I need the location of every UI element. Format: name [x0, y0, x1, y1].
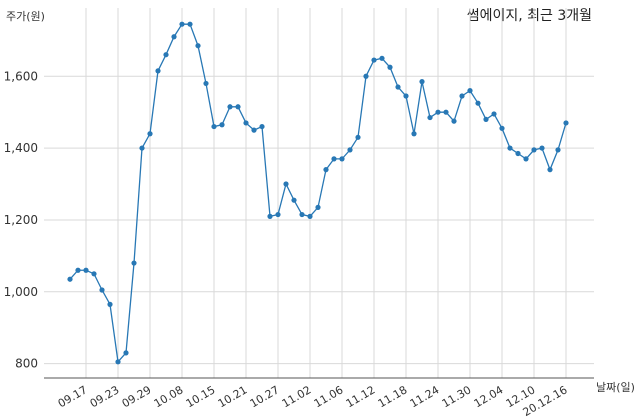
- data-point: [155, 68, 161, 74]
- data-point: [563, 120, 569, 126]
- data-point: [427, 114, 433, 121]
- x-tick-label: 11.18: [376, 383, 410, 410]
- data-point: [523, 156, 529, 162]
- x-tick-label: 10.15: [184, 383, 218, 410]
- x-tick-label: 10.08: [152, 383, 186, 410]
- data-point: [331, 156, 337, 162]
- data-point: [547, 167, 553, 173]
- x-tick-labels: 09.1709.2309.2910.0810.1510.2110.2711.02…: [56, 383, 570, 419]
- data-point: [355, 134, 361, 140]
- data-point: [403, 93, 409, 99]
- data-point: [235, 104, 241, 110]
- data-point: [459, 93, 465, 99]
- data-point: [451, 118, 457, 124]
- data-point: [163, 52, 169, 58]
- series-line: [69, 23, 567, 364]
- data-point: [243, 120, 249, 126]
- data-point: [219, 122, 225, 128]
- data-point: [107, 301, 113, 307]
- data-point: [339, 156, 345, 162]
- data-point: [123, 350, 129, 356]
- y-tick-label: 1,400: [4, 141, 38, 155]
- y-tick-label: 1,000: [4, 285, 38, 299]
- grid: [44, 8, 594, 378]
- data-point: [419, 79, 425, 85]
- data-point: [315, 204, 321, 210]
- data-point: [283, 181, 289, 187]
- x-tick-label: 09.29: [120, 383, 154, 410]
- data-point: [267, 213, 273, 219]
- data-point: [259, 123, 265, 130]
- data-point: [435, 109, 441, 115]
- x-tick-label: 11.12: [344, 383, 378, 410]
- x-axis-label: 날짜(일): [596, 380, 635, 394]
- data-point: [99, 287, 105, 293]
- data-point: [371, 57, 377, 63]
- y-tick-label: 800: [15, 357, 38, 371]
- data-point: [75, 267, 81, 273]
- data-point: [139, 145, 145, 151]
- data-point: [443, 109, 449, 115]
- data-point: [307, 213, 313, 219]
- data-point: [483, 116, 489, 122]
- data-point: [67, 276, 73, 282]
- data-point: [499, 125, 505, 131]
- data-point: [347, 147, 353, 153]
- data-point: [395, 84, 401, 90]
- data-point: [299, 211, 305, 218]
- data-point: [507, 145, 513, 151]
- data-point: [203, 80, 209, 87]
- y-tick-label: 1,600: [4, 69, 38, 83]
- data-point: [131, 260, 137, 266]
- data-point: [411, 131, 417, 137]
- x-tick-label: 09.17: [56, 383, 90, 410]
- data-point: [195, 43, 201, 49]
- data-point: [115, 359, 121, 365]
- data-point: [467, 88, 473, 94]
- y-axis-label: 주가(원): [6, 10, 45, 23]
- data-point: [555, 147, 561, 153]
- data-point: [291, 197, 297, 203]
- series-group: [67, 21, 569, 365]
- x-tick-label: 11.30: [440, 383, 474, 410]
- x-tick-label: 10.21: [216, 383, 250, 410]
- y-tick-labels: 800 1,000 1,200 1,400 1,600: [4, 69, 38, 370]
- data-point: [475, 100, 481, 106]
- data-point: [363, 73, 369, 79]
- data-point: [251, 127, 257, 133]
- data-point: [387, 64, 393, 70]
- chart-title: 썸에이지, 최근 3개월: [467, 8, 592, 24]
- x-tick-label: 11.24: [408, 383, 442, 410]
- data-point: [323, 167, 329, 173]
- data-point: [491, 111, 497, 117]
- y-tick-label: 1,200: [4, 213, 38, 227]
- x-tick-label: 10.27: [248, 383, 282, 410]
- data-point: [227, 104, 233, 110]
- x-tick-label: 12.04: [472, 383, 506, 410]
- x-tick-label: 11.02: [280, 383, 314, 410]
- data-point: [379, 55, 385, 61]
- data-point: [539, 145, 545, 151]
- data-point: [187, 21, 193, 27]
- data-point: [179, 21, 185, 27]
- data-point: [275, 211, 281, 218]
- data-point: [531, 147, 537, 153]
- data-point: [171, 34, 177, 40]
- data-point: [83, 267, 89, 273]
- x-tick-label: 11.06: [312, 383, 346, 410]
- data-point: [91, 271, 97, 277]
- x-tick-label: 09.23: [88, 383, 122, 410]
- data-point: [211, 123, 217, 130]
- data-point: [515, 150, 521, 157]
- data-point: [147, 131, 153, 137]
